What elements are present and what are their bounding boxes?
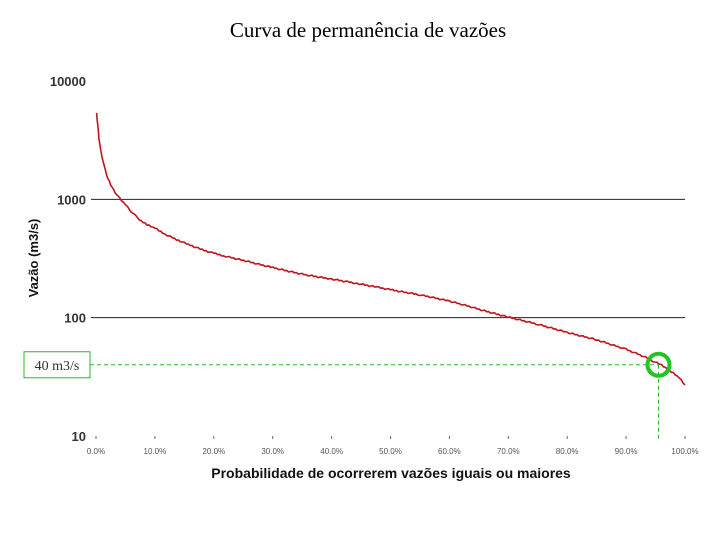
annotation-label: 40 m3/s: [35, 359, 80, 374]
chart-title: Curva de permanência de vazões: [230, 18, 506, 42]
x-tick-label: 50.0%: [379, 447, 402, 456]
x-tick-label: 60.0%: [438, 447, 461, 456]
y-tick-labels: 10 100 1000 10000: [50, 74, 86, 444]
x-tick-label: 90.0%: [615, 447, 638, 456]
x-tick-label: 80.0%: [556, 447, 579, 456]
x-axis-label: Probabilidade de ocorrerem vazões iguais…: [211, 465, 571, 481]
series-line-0: [95, 112, 686, 386]
x-tick-labels: 0.0% 10.0% 20.0% 30.0% 40.0% 50.0% 60.0% 70.0% 8…: [87, 436, 699, 456]
annotation-group: 40 m3/s: [23, 351, 672, 440]
series-group: [95, 112, 686, 386]
x-tick-label: 30.0%: [261, 447, 284, 456]
y-tick-label: 10000: [50, 74, 86, 89]
y-tick-label: 10: [72, 429, 86, 444]
x-tick-label: 0.0%: [87, 447, 105, 456]
y-tick-label: 100: [64, 311, 86, 326]
x-tick-label: 10.0%: [144, 447, 167, 456]
y-axis-label: Vazão (m3/s): [26, 219, 41, 298]
y-tick-label: 1000: [57, 192, 86, 207]
annotation-circle: [645, 351, 672, 378]
gridlines: [91, 198, 685, 319]
x-tick-label: 100.0%: [671, 447, 698, 456]
x-tick-label: 20.0%: [202, 447, 225, 456]
x-tick-label: 70.0%: [497, 447, 520, 456]
annotation-label-box: [23, 351, 91, 379]
x-tick-label: 40.0%: [320, 447, 343, 456]
